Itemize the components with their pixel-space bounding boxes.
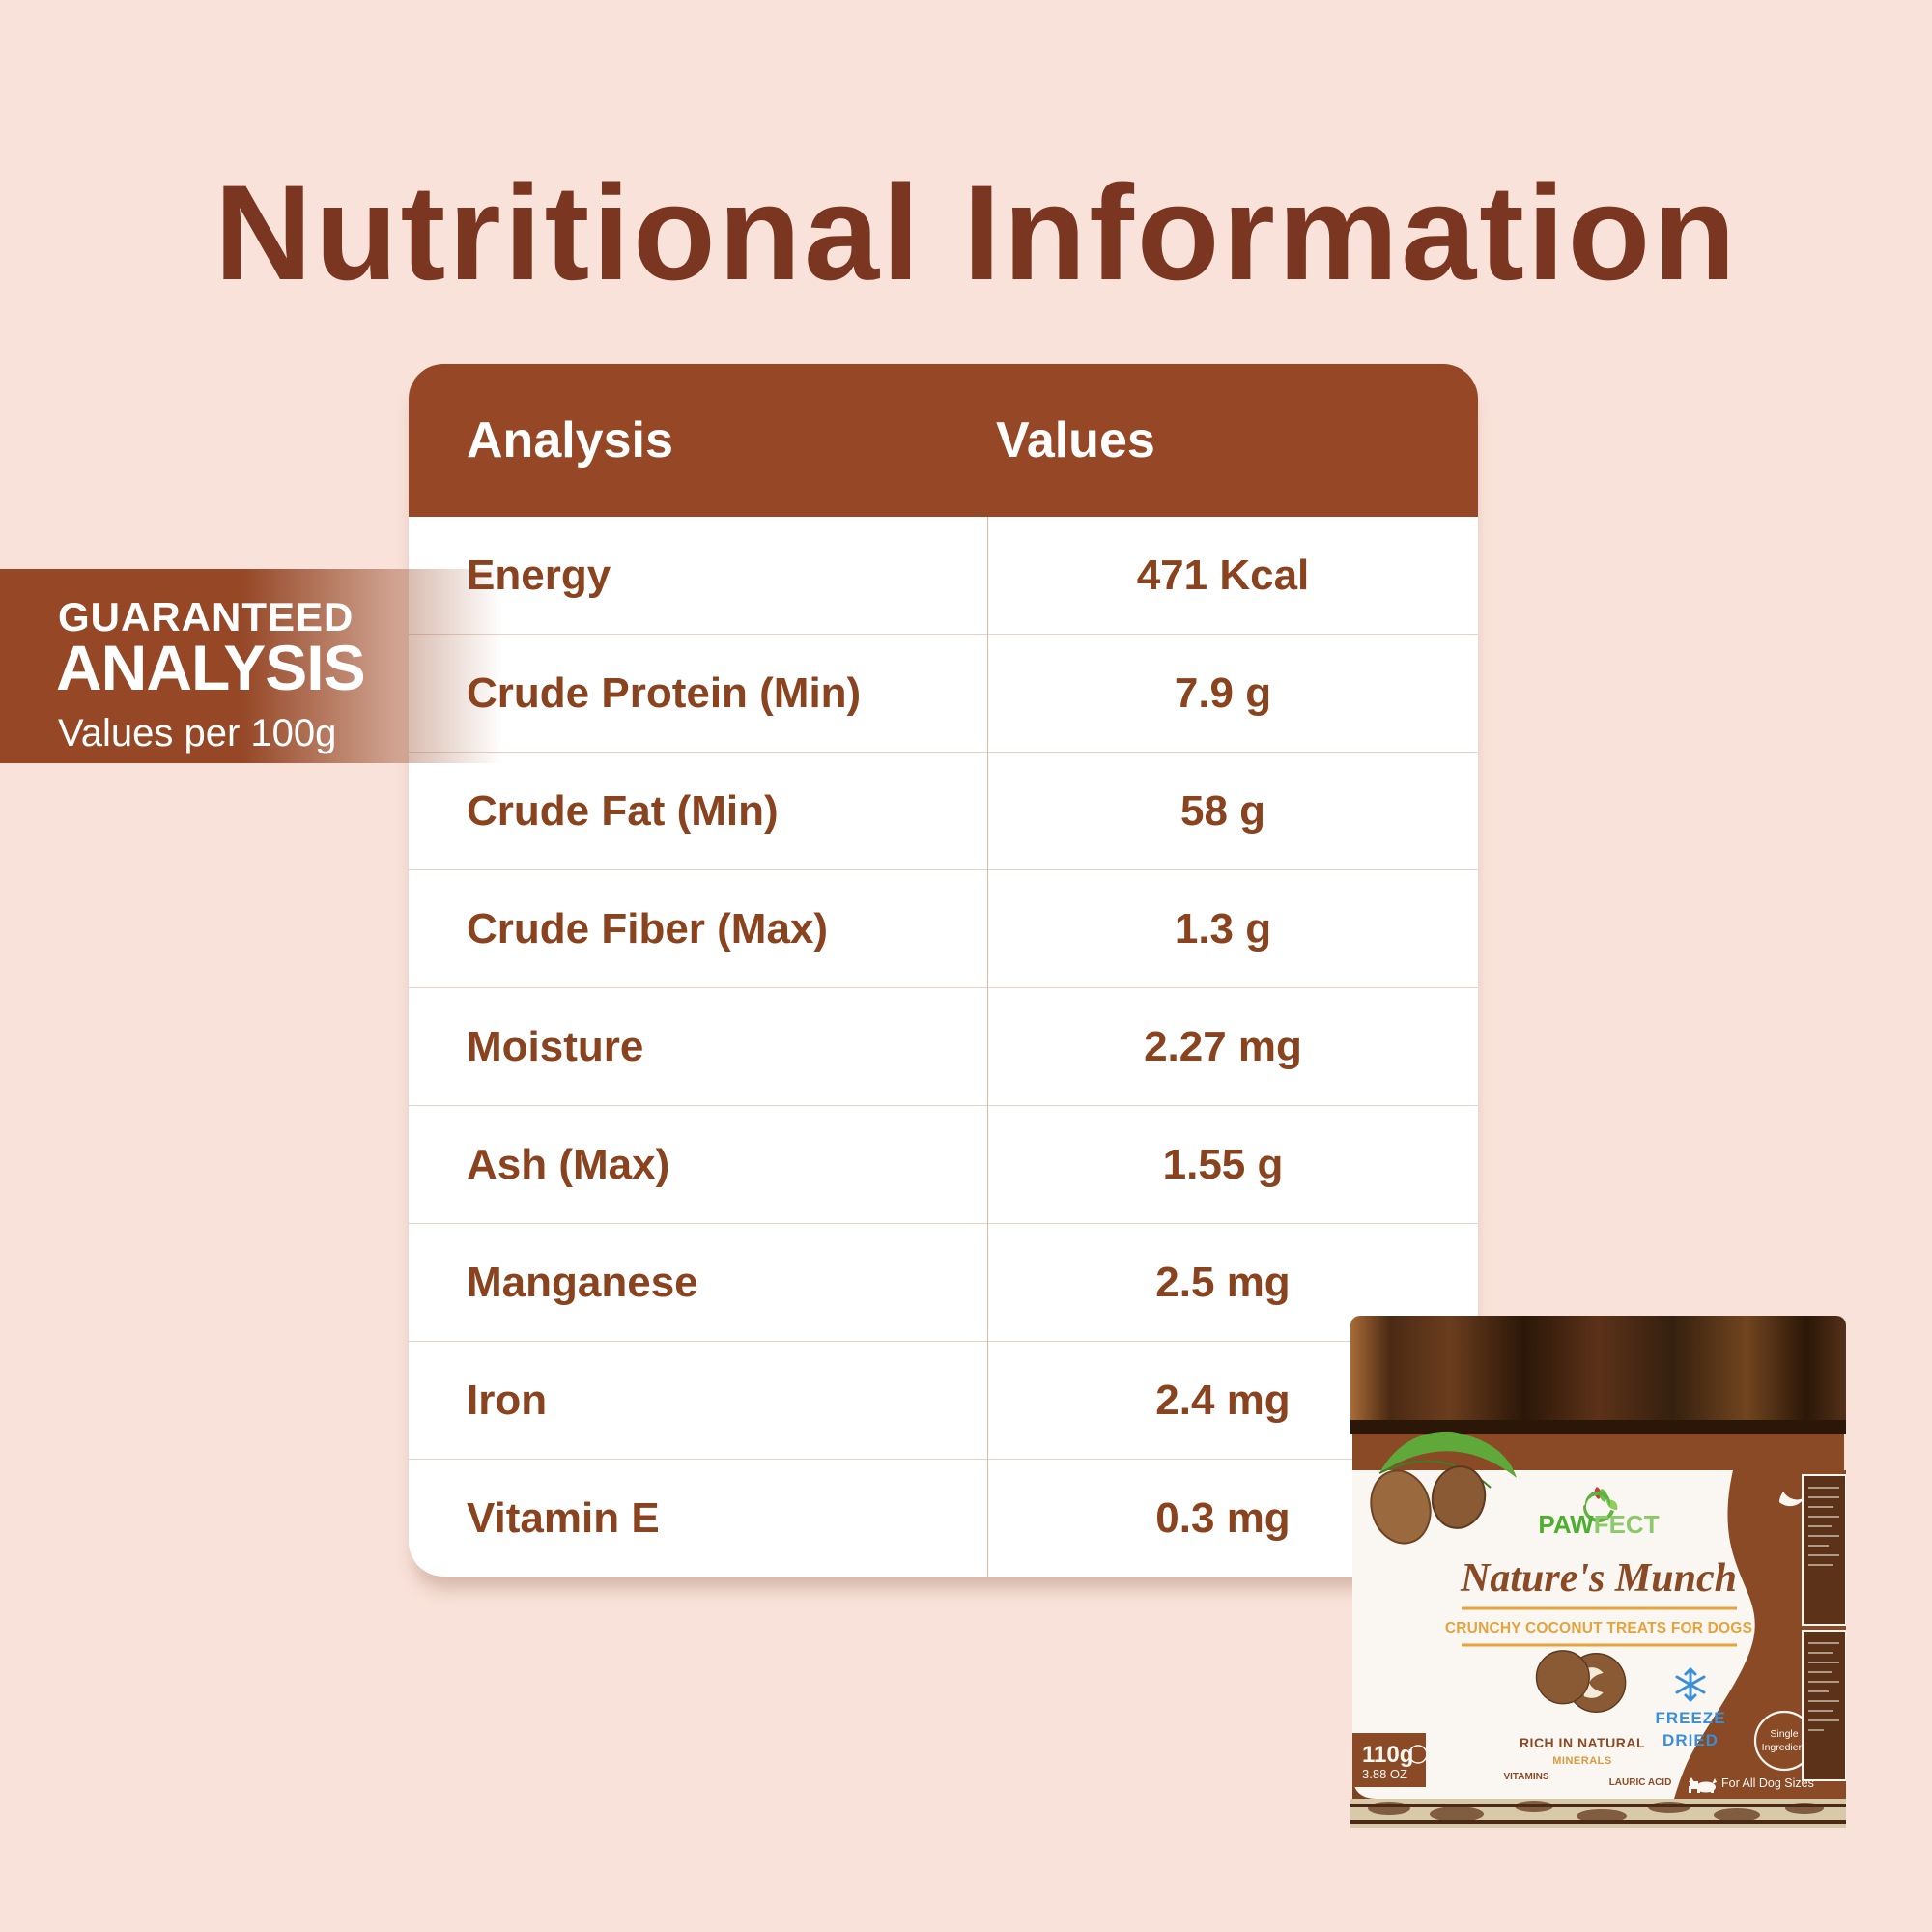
svg-text:MINERALS: MINERALS xyxy=(1552,1755,1611,1767)
svg-text:For All Dog Sizes: For All Dog Sizes xyxy=(1721,1776,1814,1790)
svg-text:110g: 110g xyxy=(1362,1742,1413,1768)
svg-text:LAURIC ACID: LAURIC ACID xyxy=(1609,1777,1672,1788)
svg-text:Single: Single xyxy=(1770,1728,1798,1740)
svg-text:RICH IN NATURAL: RICH IN NATURAL xyxy=(1520,1735,1645,1750)
svg-text:CRUNCHY COCONUT TREATS FOR DOG: CRUNCHY COCONUT TREATS FOR DOGS xyxy=(1445,1620,1752,1636)
svg-text:DRIED: DRIED xyxy=(1662,1731,1719,1749)
svg-text:3.88 OZ: 3.88 OZ xyxy=(1362,1767,1407,1781)
svg-text:Ingredient: Ingredient xyxy=(1762,1742,1807,1753)
svg-text:FREEZE: FREEZE xyxy=(1655,1709,1725,1727)
svg-text:Nature's Munch: Nature's Munch xyxy=(1460,1556,1737,1601)
svg-text:VITAMINS: VITAMINS xyxy=(1503,1772,1548,1782)
svg-text:PAWFECT: PAWFECT xyxy=(1538,1510,1659,1539)
